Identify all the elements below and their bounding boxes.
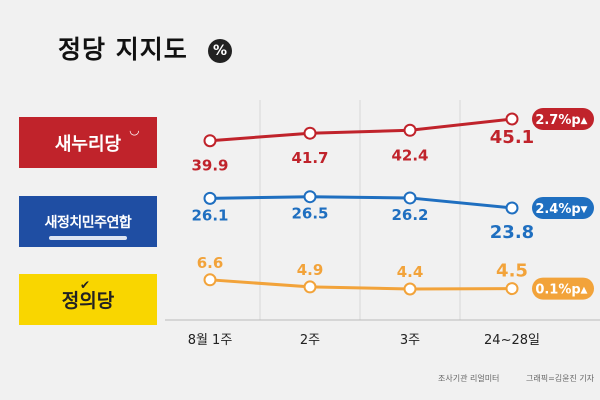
data-point	[303, 126, 317, 140]
data-label: 39.9	[191, 157, 228, 175]
change-label: 0.1%p	[535, 283, 580, 298]
data-label: 6.6	[197, 254, 224, 272]
data-label: 23.8	[490, 222, 534, 243]
data-label: 26.1	[191, 206, 228, 224]
data-point	[203, 191, 217, 205]
data-label: 45.1	[490, 127, 534, 148]
data-label: 26.2	[391, 206, 428, 224]
data-point	[403, 191, 417, 205]
data-point	[505, 282, 519, 296]
series-line	[209, 278, 513, 291]
down-arrow-icon: ▼	[581, 205, 588, 215]
data-point	[303, 280, 317, 294]
npad-party-logo: 새정치민주연합	[19, 196, 157, 247]
data-label: 4.4	[397, 263, 424, 281]
data-point	[505, 201, 519, 215]
change-badge	[532, 196, 594, 219]
data-point	[403, 123, 417, 137]
data-label: 4.5	[496, 261, 528, 282]
credit-note: 그래픽=김윤진 기자	[526, 374, 595, 383]
saenuri-emblem-icon: ◡	[129, 123, 139, 137]
x-tick-label: 8월 1주	[188, 333, 233, 348]
data-label: 26.5	[291, 205, 328, 223]
data-label: 41.7	[291, 149, 328, 167]
change-badge	[532, 277, 594, 300]
page-title: 정당 지지도	[58, 35, 188, 64]
justice-logo-text: 정의당	[61, 290, 115, 312]
justice-party-logo: 정의당 ✔	[19, 274, 157, 325]
data-point	[303, 190, 317, 204]
data-point	[203, 273, 217, 287]
unit-badge: %	[208, 39, 232, 63]
npad-swoosh-icon	[49, 236, 127, 240]
up-arrow-icon: ▲	[581, 116, 588, 126]
x-tick-label: 3주	[400, 333, 420, 348]
saenuri-logo-text: 새누리당	[54, 133, 122, 155]
x-tick-label: 24~28일	[484, 333, 540, 348]
data-point	[505, 112, 519, 126]
change-badge	[532, 108, 594, 130]
change-label: 2.7%p	[535, 113, 580, 128]
data-point	[403, 282, 417, 296]
data-point	[203, 134, 217, 148]
series-line	[209, 117, 513, 143]
x-tick-label: 2주	[300, 333, 320, 348]
change-label: 2.4%p	[535, 202, 580, 217]
data-label: 42.4	[391, 146, 428, 164]
up-arrow-icon: ▲	[581, 286, 588, 296]
justice-check-icon: ✔	[80, 278, 91, 292]
npad-logo-text: 새정치민주연합	[44, 214, 132, 231]
saenuri-party-logo: 새누리당 ◡	[19, 117, 157, 168]
source-note: 조사기관 리얼미터	[438, 374, 500, 383]
series-line	[209, 195, 513, 210]
data-label: 4.9	[297, 261, 324, 279]
